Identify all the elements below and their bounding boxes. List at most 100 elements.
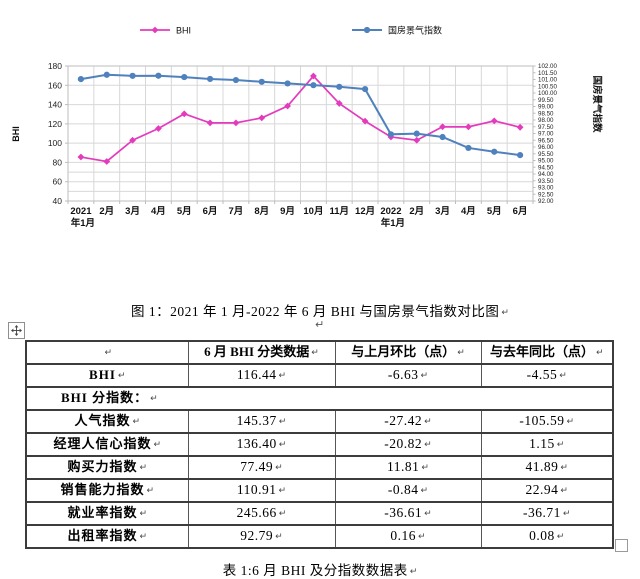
figure-caption-text: 图 1：2021 年 1 月-2022 年 6 月 BHI 与国房景气指数对比图 [131,303,500,319]
x-tick-sublabel: 年1月 [71,217,95,229]
subindex-section-cell[interactable]: BHI 分指数： ↵ [25,386,614,411]
value-cell[interactable]: -4.55 ↵ [480,363,614,388]
end-of-cell-mark: ↵ [153,440,162,450]
x-tick-label: 8月 [254,206,269,217]
row-label-cell[interactable]: 购买力指数 ↵ [25,455,189,480]
end-of-cell-mark: ↵ [418,532,426,542]
value-cell[interactable]: 77.49 ↵ [187,455,336,480]
left-tick-label: 40 [53,196,63,206]
right-tick-label: 97.00 [538,131,554,138]
diamond-marker [516,123,524,131]
end-of-cell-mark: ↵ [424,440,432,450]
table-row: 销售能力指数 ↵ 110.91 ↵ -0.84 ↵ 22.94 ↵ [25,478,614,503]
figure-caption[interactable]: 图 1：2021 年 1 月-2022 年 6 月 BHI 与国房景气指数对比图… [0,300,640,320]
circle-marker [103,71,110,78]
value-cell[interactable]: -105.59 ↵ [480,409,614,434]
x-tick-label: 4月 [461,206,476,217]
climate-index-series [77,71,524,159]
row-label-cell[interactable]: 经理人信心指数 ↵ [25,432,189,457]
x-tick-label: 2022 [380,206,401,217]
end-of-cell-mark: ↵ [562,509,571,519]
diamond-marker [232,119,240,127]
right-tick-label: 96.00 [538,144,554,151]
circle-marker [491,148,498,155]
value-cell[interactable]: 22.94 ↵ [480,478,614,503]
end-of-cell-mark: ↵ [139,463,148,473]
value-cell[interactable]: 41.89 ↵ [480,455,614,480]
circle-marker [387,131,395,138]
left-tick-label: 100 [48,138,62,148]
right-tick-label: 98.00 [538,117,554,124]
value-cell[interactable]: -27.42 ↵ [334,409,482,434]
x-tick-label: 6月 [513,206,528,217]
left-axis-title: BHI [11,126,21,142]
header-cell[interactable]: 6 月 BHI 分类数据 ↵ [187,340,336,365]
table-row: BHI ↵ 116.44 ↵ -6.63 ↵ -4.55 ↵ [25,363,614,388]
value-cell[interactable]: -0.84 ↵ [334,478,482,503]
row-label-cell[interactable]: 销售能力指数 ↵ [25,478,189,503]
end-of-cell-mark: ↵ [424,417,432,427]
x-tick-label: 4月 [151,206,166,217]
circle-marker [310,82,317,89]
value-cell[interactable]: 0.08 ↵ [480,524,614,549]
value-cell[interactable]: 136.40 ↵ [187,432,336,457]
x-tick-label: 2月 [99,206,114,217]
value-cell[interactable]: 1.15 ↵ [480,432,614,457]
header-cell[interactable]: 与去年同比（点） ↵ [480,340,614,365]
circle-marker [77,75,85,83]
legend-label: BHI [176,25,191,35]
value-cell[interactable]: 145.37 ↵ [187,409,336,434]
end-of-cell-mark: ↵ [150,394,158,404]
legend-diamond-marker [151,26,159,34]
circle-marker [206,75,214,83]
row-label-cell[interactable]: 人气指数 ↵ [25,409,189,434]
row-label-cell[interactable]: BHI ↵ [25,363,189,388]
diamond-marker [206,119,214,127]
end-of-cell-mark: ↵ [117,371,126,381]
diamond-marker [439,123,446,131]
value-cell[interactable]: -36.71 ↵ [480,501,614,526]
left-tick-label: 60 [53,177,63,187]
header-empty-cell[interactable]: ↵ [25,340,189,365]
end-of-cell-mark: ↵ [556,532,565,542]
table-row: 就业率指数 ↵ 245.66 ↵ -36.61 ↵ -36.71 ↵ [25,501,614,526]
diamond-marker [413,136,421,144]
value-cell[interactable]: -6.63 ↵ [334,363,482,388]
table-row: 人气指数 ↵ 145.37 ↵ -27.42 ↵ -105.59 ↵ [25,409,614,434]
legend-item[interactable]: 国房景气指数 [352,24,442,35]
end-of-cell-mark: ↵ [457,348,465,358]
table-resize-handle[interactable] [615,539,628,552]
table-caption-text: 表 1:6 月 BHI 及分指数数据表 [222,562,408,578]
value-cell[interactable]: 110.91 ↵ [187,478,336,503]
value-cell[interactable]: 11.81 ↵ [334,455,482,480]
row-label-cell[interactable]: 出租率指数 ↵ [25,524,189,549]
right-axis-title: 国房景气指数 [591,75,603,133]
legend-item[interactable]: BHI [140,25,191,35]
table-row: 购买力指数 ↵ 77.49 ↵ 11.81 ↵ 41.89 ↵ [25,455,614,480]
end-of-cell-mark: ↵ [556,440,565,450]
value-cell[interactable]: 0.16 ↵ [334,524,482,549]
table-row: 出租率指数 ↵ 92.79 ↵ 0.16 ↵ 0.08 ↵ [25,524,614,549]
bhi-trend-chart[interactable]: 180160140120100806040102.00101.50101.001… [0,0,640,250]
table-caption[interactable]: 表 1:6 月 BHI 及分指数数据表 ↵ [0,559,640,579]
circle-marker [361,85,369,93]
value-cell[interactable]: 92.79 ↵ [187,524,336,549]
bhi-climate-chart-object[interactable]: 180 160 140 120 100 80 60 40 102.00 101.50 101.00 1… [0,0,640,250]
diamond-marker [284,102,291,110]
value-cell[interactable]: -20.82 ↵ [334,432,482,457]
value-cell[interactable]: -36.61 ↵ [334,501,482,526]
value-cell[interactable]: 116.44 ↵ [187,363,336,388]
value-cell[interactable]: 245.66 ↵ [187,501,336,526]
table-move-handle[interactable] [8,322,25,339]
left-tick-label: 80 [53,157,63,167]
header-cell[interactable]: 与上月环比（点） ↵ [334,340,482,365]
right-tick-label: 102.00 [538,63,557,70]
circle-marker [284,80,291,87]
x-tick-label: 3月 [125,206,140,217]
circle-marker [232,76,240,84]
row-label-cell[interactable]: 就业率指数 ↵ [25,501,189,526]
diamond-marker [335,100,343,107]
bhi-data-table[interactable]: ↵ 6 月 BHI 分类数据 ↵ 与上月环比（点） ↵ 与去年同比（点） ↵ BHI ↵ 116.… [25,340,614,549]
end-of-cell-mark: ↵ [560,463,568,473]
end-of-cell-mark: ↵ [278,486,287,496]
